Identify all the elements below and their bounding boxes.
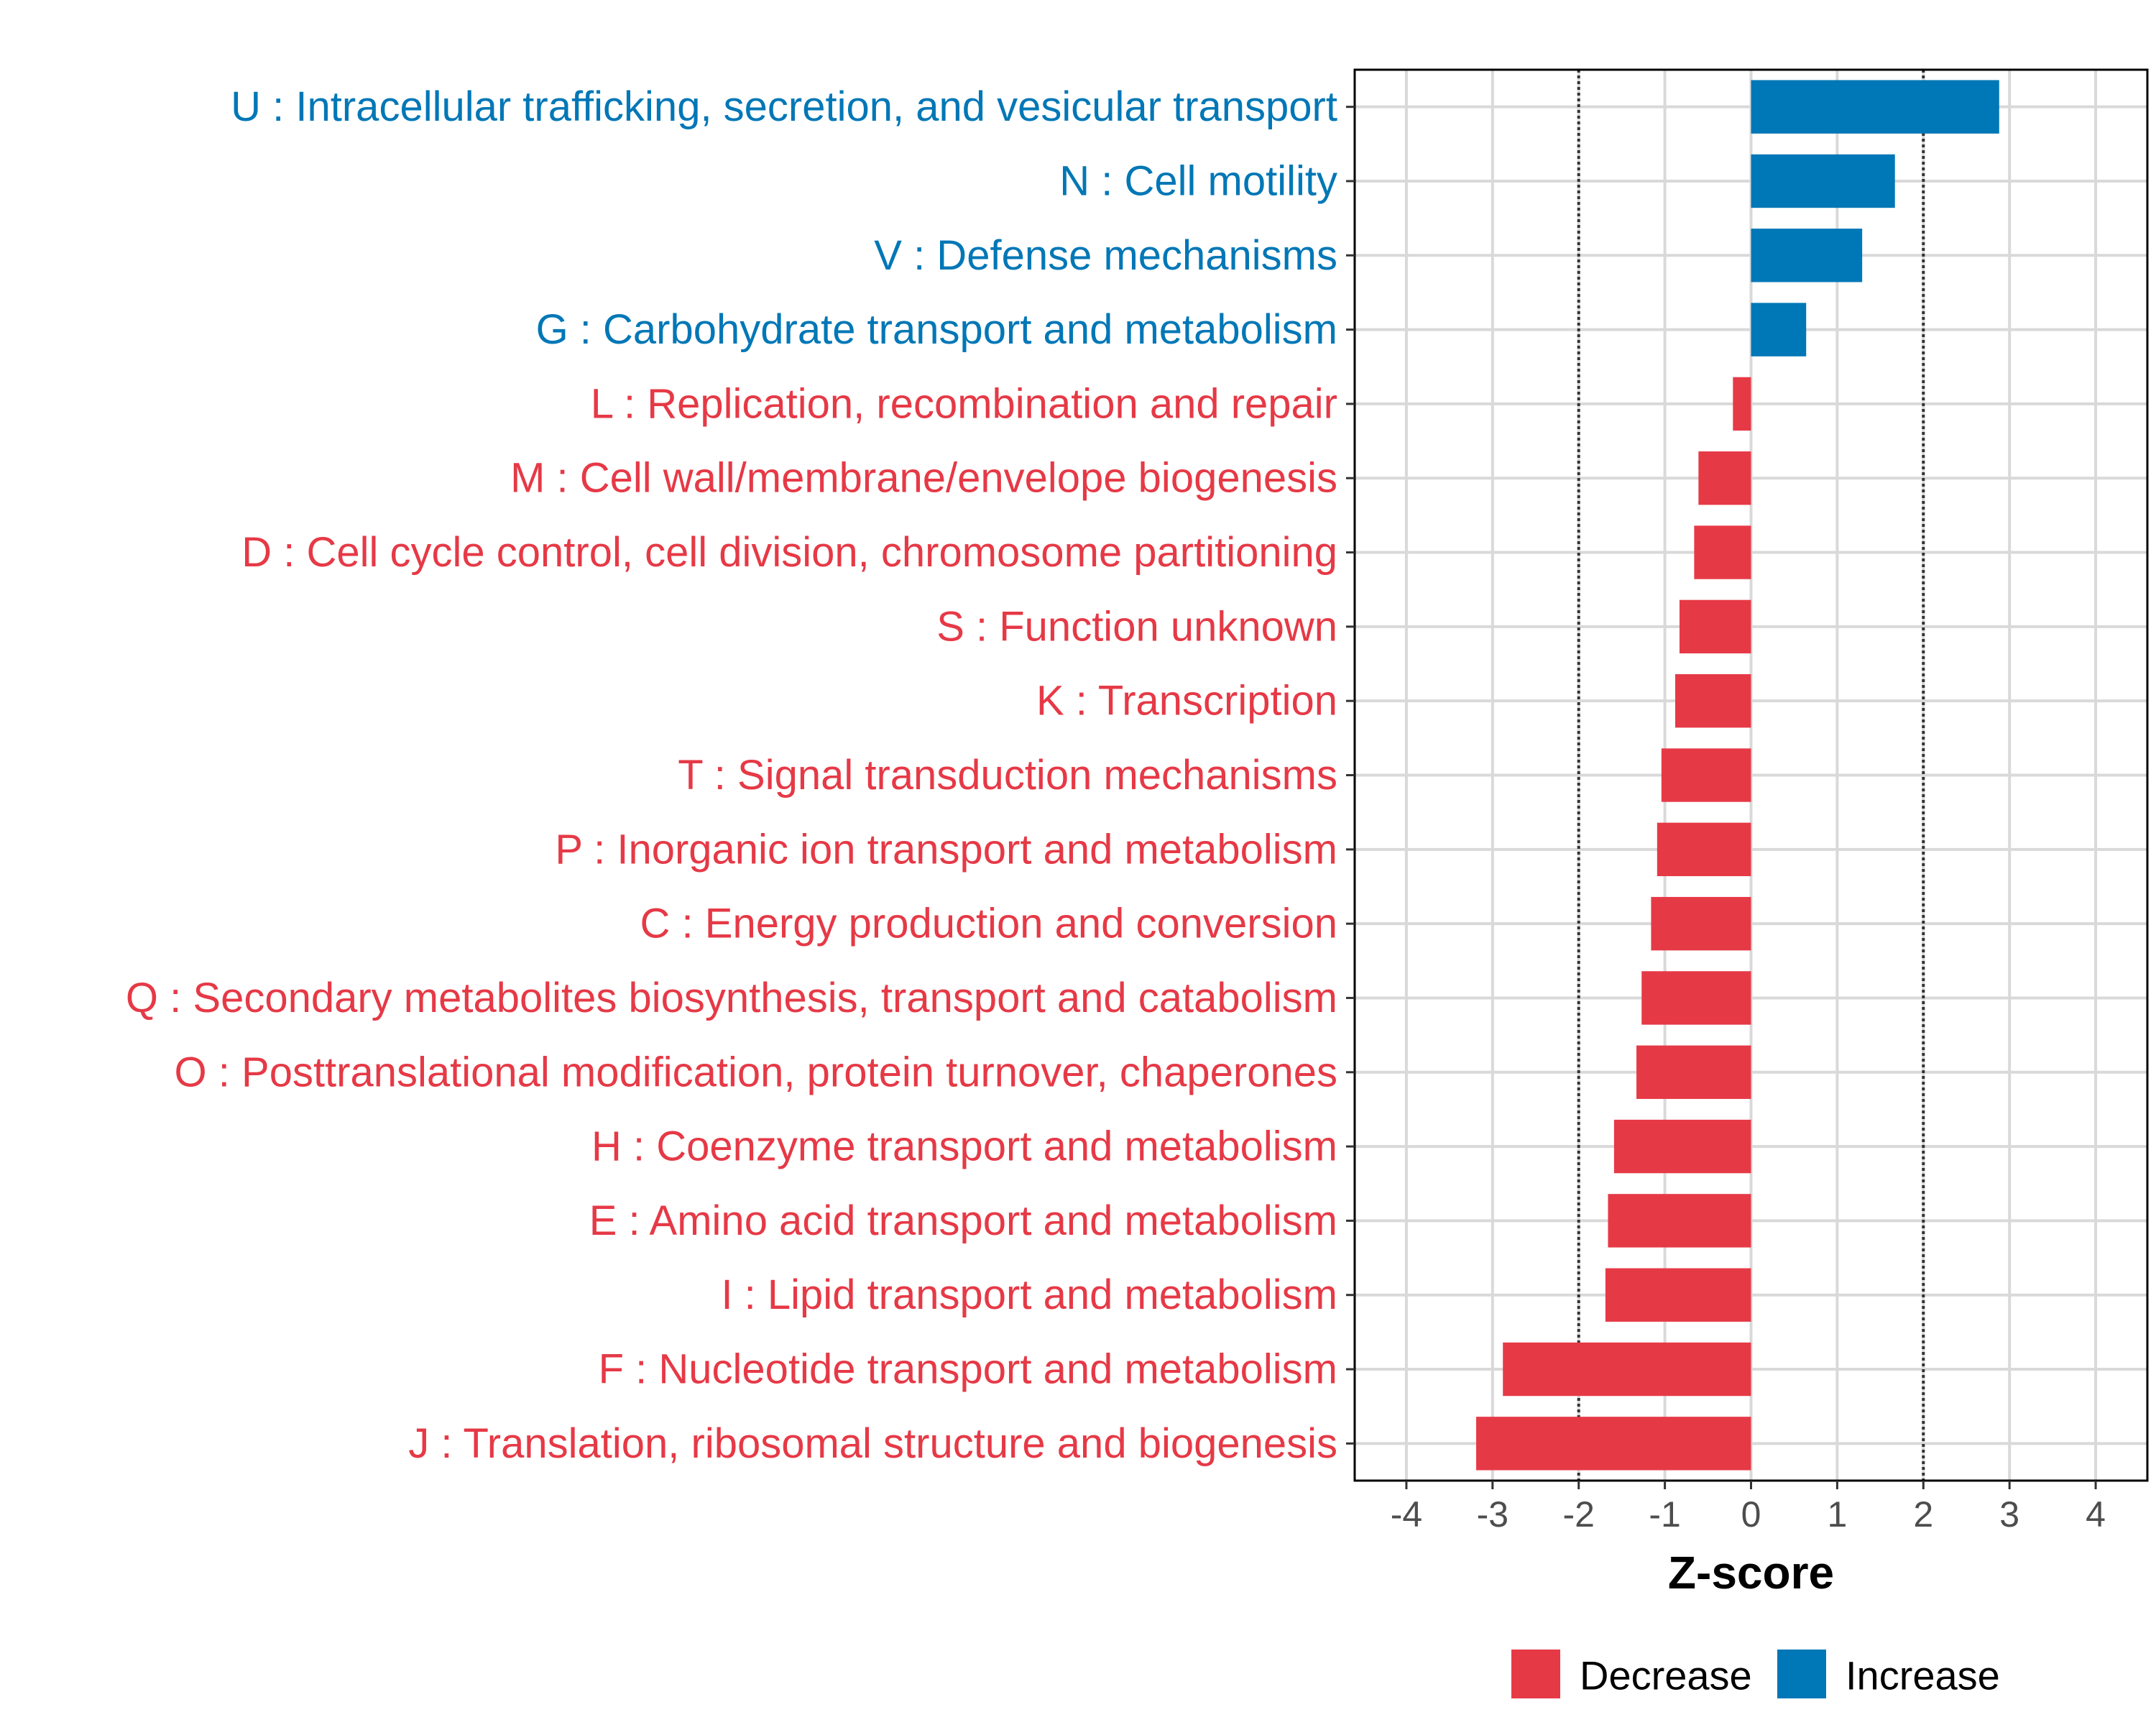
bar-12	[1641, 971, 1751, 1025]
bar-2	[1751, 229, 1863, 282]
category-label-11: C : Energy production and conversion	[640, 901, 1337, 947]
category-label-2: V : Defense mechanisms	[874, 232, 1337, 279]
bar-13	[1636, 1045, 1751, 1099]
bars	[1476, 80, 1999, 1471]
bar-15	[1608, 1194, 1751, 1248]
category-label-13: O : Posttranslational modification, prot…	[175, 1049, 1337, 1095]
reference-lines	[1577, 70, 1925, 1481]
category-label-10: P : Inorganic ion transport and metaboli…	[555, 826, 1337, 873]
bar-10	[1657, 822, 1751, 877]
bar-0	[1751, 80, 1999, 134]
category-label-1: N : Cell motility	[1059, 157, 1337, 204]
bar-18	[1476, 1417, 1751, 1471]
bar-8	[1674, 673, 1751, 728]
x-tick-label-0: -4	[1391, 1494, 1422, 1535]
bar-3	[1751, 303, 1807, 356]
x-tick-label-7: 3	[1999, 1494, 2019, 1535]
bar-5	[1698, 451, 1751, 505]
category-label-12: Q : Secondary metabolites biosynthesis, …	[126, 975, 1337, 1021]
bar-14	[1613, 1119, 1751, 1174]
category-label-3: G : Carbohydrate transport and metabolis…	[536, 306, 1337, 353]
bar-11	[1651, 896, 1751, 951]
x-axis-title: Z-score	[1668, 1547, 1834, 1598]
category-labels: U : Intracellular trafficking, secretion…	[126, 83, 1337, 1467]
legend: Decrease Increase	[1511, 1650, 2000, 1698]
legend-swatch-decrease	[1511, 1650, 1560, 1698]
x-tick-label-2: -2	[1562, 1494, 1594, 1535]
x-tick-label-4: 0	[1741, 1494, 1761, 1535]
category-label-5: M : Cell wall/membrane/envelope biogenes…	[510, 455, 1337, 502]
category-label-6: D : Cell cycle control, cell division, c…	[241, 529, 1337, 576]
legend-label-increase: Increase	[1846, 1653, 2000, 1698]
category-label-18: J : Translation, ribosomal structure and…	[408, 1420, 1337, 1467]
bar-7	[1679, 599, 1751, 654]
x-tick-label-1: -3	[1477, 1494, 1508, 1535]
x-tick-label-5: 1	[1827, 1494, 1847, 1535]
category-label-16: I : Lipid transport and metabolism	[721, 1271, 1337, 1318]
bar-6	[1694, 525, 1751, 579]
x-axis-ticks: -4 -3 -2 -1 0 1 2 3 4	[1391, 1481, 2106, 1535]
category-label-14: H : Coenzyme transport and metabolism	[591, 1123, 1337, 1170]
bar-9	[1661, 748, 1751, 802]
legend-swatch-increase	[1777, 1650, 1826, 1698]
category-label-0: U : Intracellular trafficking, secretion…	[231, 83, 1337, 130]
bar-17	[1503, 1342, 1751, 1397]
category-label-15: E : Amino acid transport and metabolism	[589, 1197, 1337, 1244]
legend-label-decrease: Decrease	[1580, 1653, 1752, 1698]
x-tick-label-8: 4	[2086, 1494, 2106, 1535]
bar-16	[1605, 1268, 1751, 1322]
y-axis-ticks	[1346, 106, 1355, 1445]
x-tick-label-3: -1	[1649, 1494, 1680, 1535]
category-label-7: S : Function unknown	[936, 603, 1337, 650]
category-label-9: T : Signal transduction mechanisms	[678, 752, 1337, 799]
category-label-8: K : Transcription	[1036, 678, 1337, 724]
category-label-4: L : Replication, recombination and repai…	[591, 380, 1337, 427]
x-tick-label-6: 2	[1913, 1494, 1933, 1535]
bar-4	[1733, 377, 1751, 431]
bar-1	[1751, 154, 1895, 208]
category-label-17: F : Nucleotide transport and metabolism	[599, 1346, 1337, 1393]
